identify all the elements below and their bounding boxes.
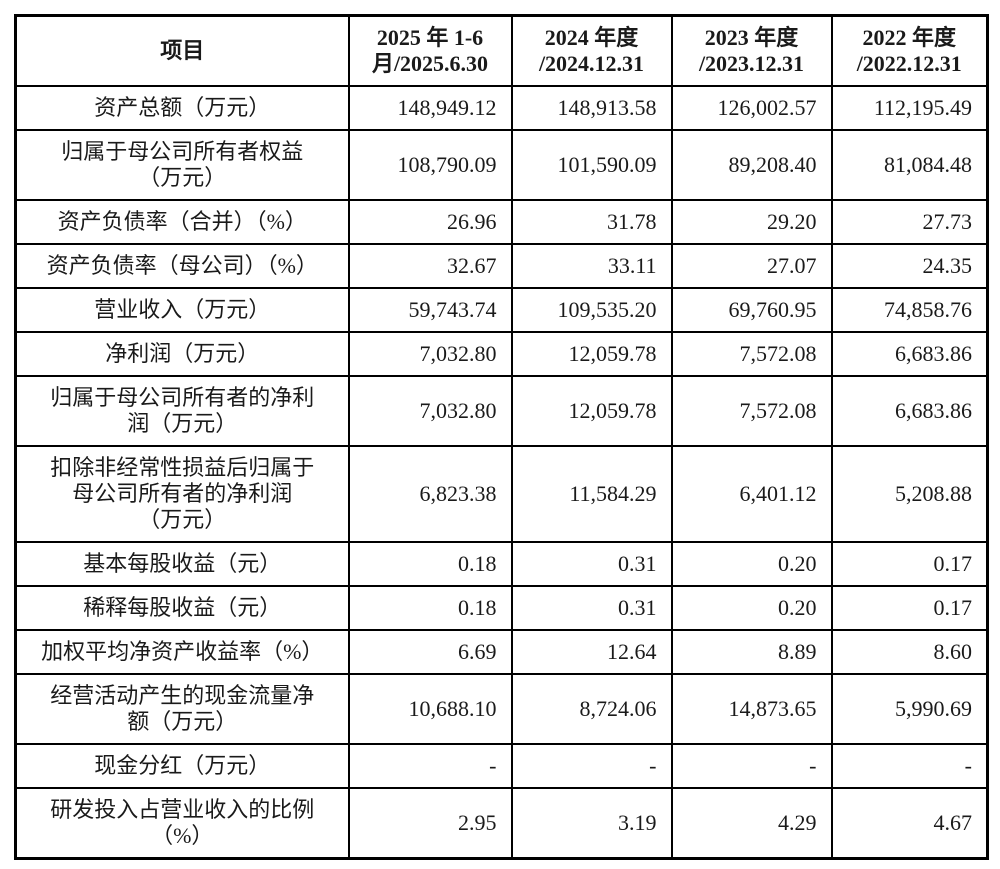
row-label: 经营活动产生的现金流量净 额（万元） [14,673,350,745]
cell-value: 4.29 [670,787,833,860]
table-row: 资产负债率（合并）（%） 26.96 31.78 29.20 27.73 [14,199,989,245]
cell-value: 81,084.48 [830,129,989,201]
table-row: 研发投入占营业收入的比例 （%） 2.95 3.19 4.29 4.67 [14,787,989,860]
row-label: 归属于母公司所有者的净利 润（万元） [14,375,350,447]
cell-value: - [510,743,673,789]
cell-value: 7,572.08 [670,375,833,447]
cell-value: 8,724.06 [510,673,673,745]
cell-value: 101,590.09 [510,129,673,201]
header-period-2024: 2024 年度 /2024.12.31 [510,14,673,87]
cell-value: 0.31 [510,585,673,631]
cell-value: 29.20 [670,199,833,245]
cell-value: 0.18 [347,585,513,631]
cell-value: 7,032.80 [347,375,513,447]
cell-value: 7,032.80 [347,331,513,377]
cell-value: 3.19 [510,787,673,860]
cell-value: 148,949.12 [347,85,513,131]
table-row: 归属于母公司所有者的净利 润（万元） 7,032.80 12,059.78 7,… [14,375,989,447]
cell-value: 6,683.86 [830,331,989,377]
table-row: 经营活动产生的现金流量净 额（万元） 10,688.10 8,724.06 14… [14,673,989,745]
cell-value: 4.67 [830,787,989,860]
cell-value: 0.20 [670,541,833,587]
cell-value: 12.64 [510,629,673,675]
cell-value: 8.60 [830,629,989,675]
row-label: 营业收入（万元） [14,287,350,333]
cell-value: 0.17 [830,585,989,631]
cell-value: 27.73 [830,199,989,245]
table-row: 资产负债率（母公司）（%） 32.67 33.11 27.07 24.35 [14,243,989,289]
cell-value: 0.31 [510,541,673,587]
cell-value: 6,823.38 [347,445,513,543]
cell-value: 14,873.65 [670,673,833,745]
cell-value: 6,401.12 [670,445,833,543]
financial-summary-table: 项目 2025 年 1-6 月/2025.6.30 2024 年度 /2024.… [14,14,989,860]
cell-value: 10,688.10 [347,673,513,745]
row-label: 资产负债率（合并）（%） [14,199,350,245]
table-row: 净利润（万元） 7,032.80 12,059.78 7,572.08 6,68… [14,331,989,377]
row-label: 资产负债率（母公司）（%） [14,243,350,289]
row-label: 归属于母公司所有者权益 （万元） [14,129,350,201]
cell-value: 109,535.20 [510,287,673,333]
cell-value: 27.07 [670,243,833,289]
cell-value: 26.96 [347,199,513,245]
cell-value: - [670,743,833,789]
cell-value: 112,195.49 [830,85,989,131]
cell-value: 148,913.58 [510,85,673,131]
cell-value: 24.35 [830,243,989,289]
cell-value: 32.67 [347,243,513,289]
row-label: 资产总额（万元） [14,85,350,131]
cell-value: 11,584.29 [510,445,673,543]
cell-value: 89,208.40 [670,129,833,201]
table-row: 归属于母公司所有者权益 （万元） 108,790.09 101,590.09 8… [14,129,989,201]
cell-value: 5,208.88 [830,445,989,543]
header-period-2022: 2022 年度 /2022.12.31 [830,14,989,87]
cell-value: 6.69 [347,629,513,675]
cell-value: - [830,743,989,789]
cell-value: 31.78 [510,199,673,245]
header-item: 项目 [14,14,350,87]
table-row: 稀释每股收益（元） 0.18 0.31 0.20 0.17 [14,585,989,631]
cell-value: 33.11 [510,243,673,289]
header-row: 项目 2025 年 1-6 月/2025.6.30 2024 年度 /2024.… [14,14,989,87]
row-label: 基本每股收益（元） [14,541,350,587]
cell-value: 12,059.78 [510,331,673,377]
cell-value: 108,790.09 [347,129,513,201]
header-period-2025: 2025 年 1-6 月/2025.6.30 [347,14,513,87]
cell-value: 69,760.95 [670,287,833,333]
row-label: 研发投入占营业收入的比例 （%） [14,787,350,860]
cell-value: 7,572.08 [670,331,833,377]
cell-value: 74,858.76 [830,287,989,333]
header-period-2023: 2023 年度 /2023.12.31 [670,14,833,87]
cell-value: 2.95 [347,787,513,860]
table-row: 基本每股收益（元） 0.18 0.31 0.20 0.17 [14,541,989,587]
cell-value: 12,059.78 [510,375,673,447]
table-row: 营业收入（万元） 59,743.74 109,535.20 69,760.95 … [14,287,989,333]
row-label: 稀释每股收益（元） [14,585,350,631]
cell-value: 0.20 [670,585,833,631]
table-row: 扣除非经常性损益后归属于 母公司所有者的净利润 （万元） 6,823.38 11… [14,445,989,543]
cell-value: 6,683.86 [830,375,989,447]
cell-value: 5,990.69 [830,673,989,745]
cell-value: 0.17 [830,541,989,587]
cell-value: 126,002.57 [670,85,833,131]
cell-value: 0.18 [347,541,513,587]
row-label: 净利润（万元） [14,331,350,377]
cell-value: 59,743.74 [347,287,513,333]
row-label: 扣除非经常性损益后归属于 母公司所有者的净利润 （万元） [14,445,350,543]
row-label: 加权平均净资产收益率（%） [14,629,350,675]
table-row: 现金分红（万元） - - - - [14,743,989,789]
table-row: 加权平均净资产收益率（%） 6.69 12.64 8.89 8.60 [14,629,989,675]
cell-value: 8.89 [670,629,833,675]
table-row: 资产总额（万元） 148,949.12 148,913.58 126,002.5… [14,85,989,131]
row-label: 现金分红（万元） [14,743,350,789]
cell-value: - [347,743,513,789]
